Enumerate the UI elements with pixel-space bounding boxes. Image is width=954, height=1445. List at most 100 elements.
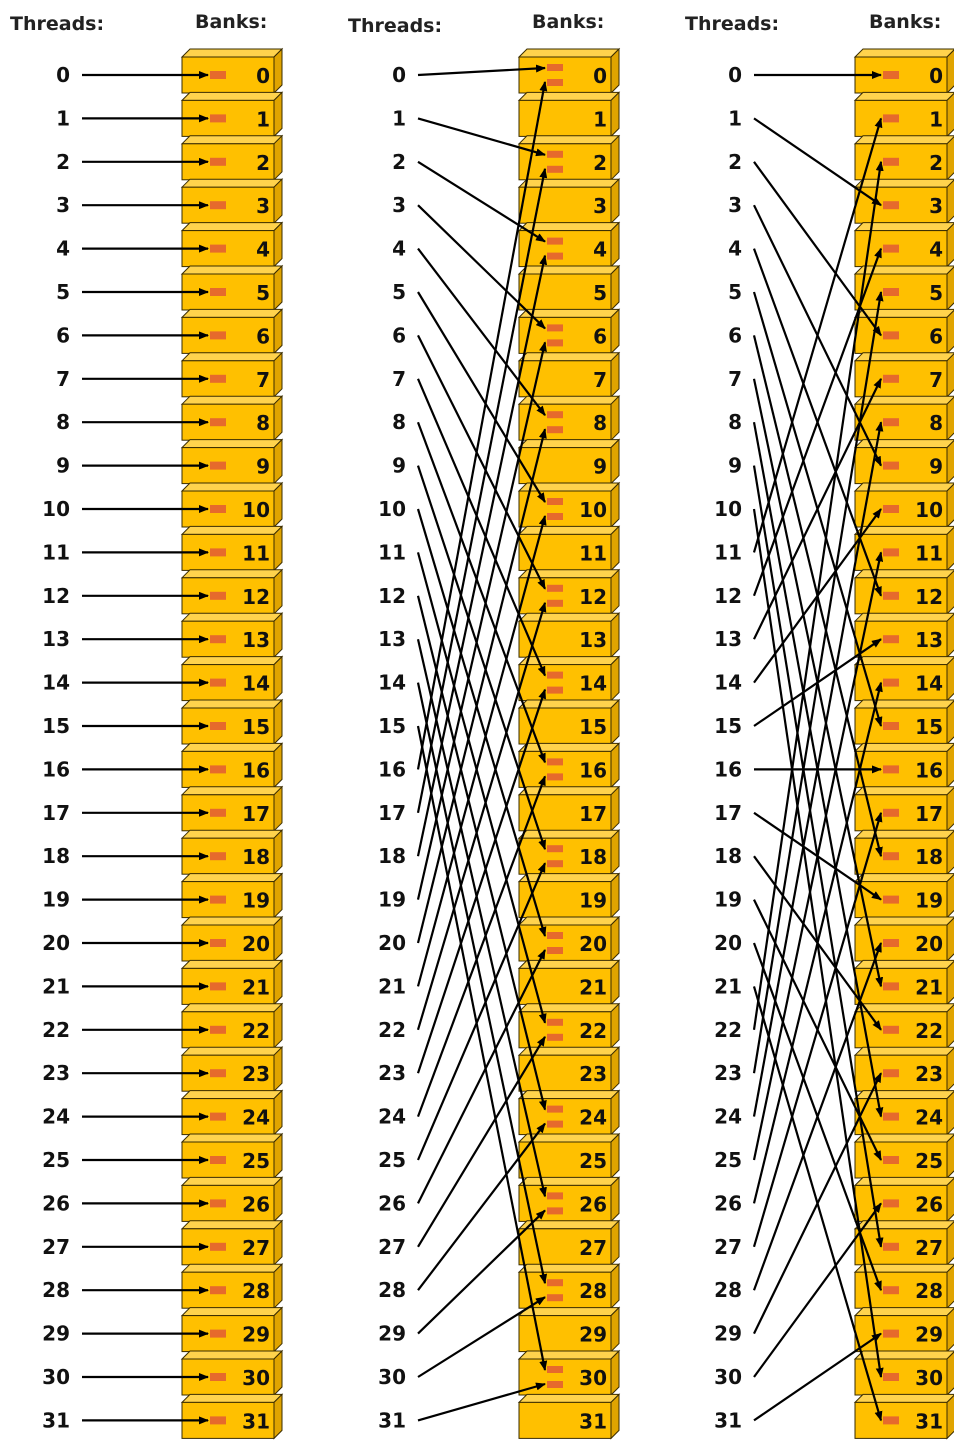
- bank-label: 2: [256, 151, 270, 175]
- thread-label-11: 11: [42, 540, 70, 564]
- bank-top-face: [180, 1003, 284, 1013]
- arrow-thread-28-to-bank-24: [417, 1122, 546, 1291]
- bank-word-slot: [210, 1069, 226, 1078]
- bank-side-face: [273, 959, 283, 1006]
- bank-label: 6: [256, 324, 270, 348]
- bank-word-slot: [210, 244, 226, 253]
- bank-front-face: [518, 447, 612, 485]
- bank-word-slot: [547, 845, 563, 853]
- bank-side-face: [610, 1262, 620, 1310]
- bank-24: 24: [180, 1089, 284, 1136]
- bank-3: 3: [517, 177, 621, 225]
- arrow-thread-7-to-bank-14: [416, 378, 547, 677]
- thread-label-19: 19: [378, 888, 406, 912]
- bank-side-face: [273, 394, 283, 442]
- bank-side-face: [946, 1264, 954, 1310]
- bank-word-slot: [547, 1279, 563, 1287]
- bank-label: 14: [242, 672, 270, 696]
- bank-label: 7: [929, 368, 943, 392]
- arrow-thread-9-to-bank-18: [416, 465, 547, 851]
- arrow-thread-11-to-bank-22: [416, 552, 547, 1024]
- bank-word-slot: [883, 548, 899, 557]
- bank-side-face: [273, 481, 283, 529]
- bank-word-slot: [547, 513, 563, 520]
- arrow-thread-11-to-bank-1: [752, 117, 883, 553]
- arrow-thread-23-to-bank-14: [416, 688, 547, 1074]
- bank-word-slot: [210, 157, 226, 166]
- bank-top-face: [180, 1133, 284, 1143]
- bank-label: 19: [915, 889, 943, 913]
- thread-label-13: 13: [42, 627, 70, 651]
- arrow-thread-27-to-bank-22: [417, 1035, 546, 1248]
- panel-3: Threads: Banks: 012345678910111213141516…: [685, 11, 954, 1440]
- bank-label: 28: [915, 1279, 943, 1303]
- arrow-thread-13-to-bank-26: [416, 638, 547, 1198]
- bank-top-face: [180, 656, 284, 666]
- bank-label: 9: [256, 455, 270, 479]
- thread-label-26: 26: [42, 1191, 70, 1215]
- bank-top-face: [517, 1393, 621, 1403]
- bank-word-slot: [210, 591, 226, 600]
- bank-label: 27: [915, 1236, 943, 1260]
- bank-side-face: [273, 742, 283, 789]
- bank-top-face: [853, 265, 954, 275]
- bank-front-face: [854, 403, 948, 441]
- bank-23: 23: [180, 1045, 284, 1093]
- bank-word-slot: [547, 584, 563, 592]
- bank-side-face: [946, 1090, 954, 1136]
- thread-label-17: 17: [714, 801, 742, 825]
- thread-label-29: 29: [714, 1322, 742, 1346]
- bank-side-face: [273, 1045, 283, 1093]
- thread-label-7: 7: [392, 367, 406, 391]
- bank-label: 31: [579, 1409, 607, 1433]
- bank-side-face: [946, 1134, 954, 1180]
- thread-label-6: 6: [392, 323, 406, 347]
- bank-top-face: [853, 873, 954, 883]
- bank-word-slot: [210, 71, 226, 79]
- bank-word-slot: [210, 374, 226, 383]
- bank-side-face: [610, 1393, 620, 1440]
- arrow-thread-29-to-bank-23: [753, 1072, 882, 1335]
- bank-front-face: [854, 99, 948, 137]
- bank-8: 8: [517, 394, 621, 442]
- bank-21: 21: [180, 959, 284, 1006]
- bank-side-face: [610, 134, 620, 182]
- bank-side-face: [946, 1351, 954, 1397]
- bank-top-face: [180, 1393, 284, 1403]
- arrow-thread-2-to-bank-4: [417, 160, 546, 243]
- bank-label: 27: [242, 1236, 270, 1260]
- bank-label: 3: [256, 194, 270, 218]
- thread-label-27: 27: [42, 1235, 70, 1259]
- bank-side-face: [946, 1004, 954, 1050]
- arrow-thread-27-to-bank-17: [752, 811, 883, 1248]
- bank-side-face: [610, 264, 620, 312]
- bank-side-face: [610, 655, 620, 702]
- bank-word-slot: [547, 324, 563, 332]
- bank-side-face: [946, 570, 954, 616]
- thread-label-0: 0: [392, 63, 406, 87]
- bank-word-slot: [883, 1025, 899, 1034]
- bank-word-slot: [883, 765, 899, 774]
- bank-side-face: [273, 872, 283, 919]
- bank-front-face: [854, 1011, 948, 1049]
- thread-label-1: 1: [392, 106, 406, 130]
- thread-label-9: 9: [728, 454, 742, 478]
- bank-label: 20: [579, 932, 607, 956]
- bank-label: 25: [242, 1149, 270, 1173]
- bank-side-face: [610, 1176, 620, 1223]
- arrow-thread-29-to-bank-26: [417, 1209, 546, 1335]
- bank-13: 13: [180, 611, 284, 659]
- thread-column: 0123456789101112131415161718192021222324…: [42, 63, 70, 1432]
- bank-2: 2: [517, 134, 621, 182]
- bank-15: 15: [180, 698, 284, 746]
- bank-label: 1: [256, 107, 270, 131]
- bank-word-slot: [547, 252, 563, 260]
- bank-side-face: [946, 136, 954, 182]
- thread-label-8: 8: [392, 410, 406, 434]
- bank-14: 14: [517, 655, 621, 702]
- bank-front-face: [518, 664, 612, 702]
- thread-label-21: 21: [378, 974, 406, 998]
- bank-side-face: [946, 1307, 954, 1353]
- bank-side-face: [273, 134, 283, 182]
- bank-5: 5: [853, 265, 954, 312]
